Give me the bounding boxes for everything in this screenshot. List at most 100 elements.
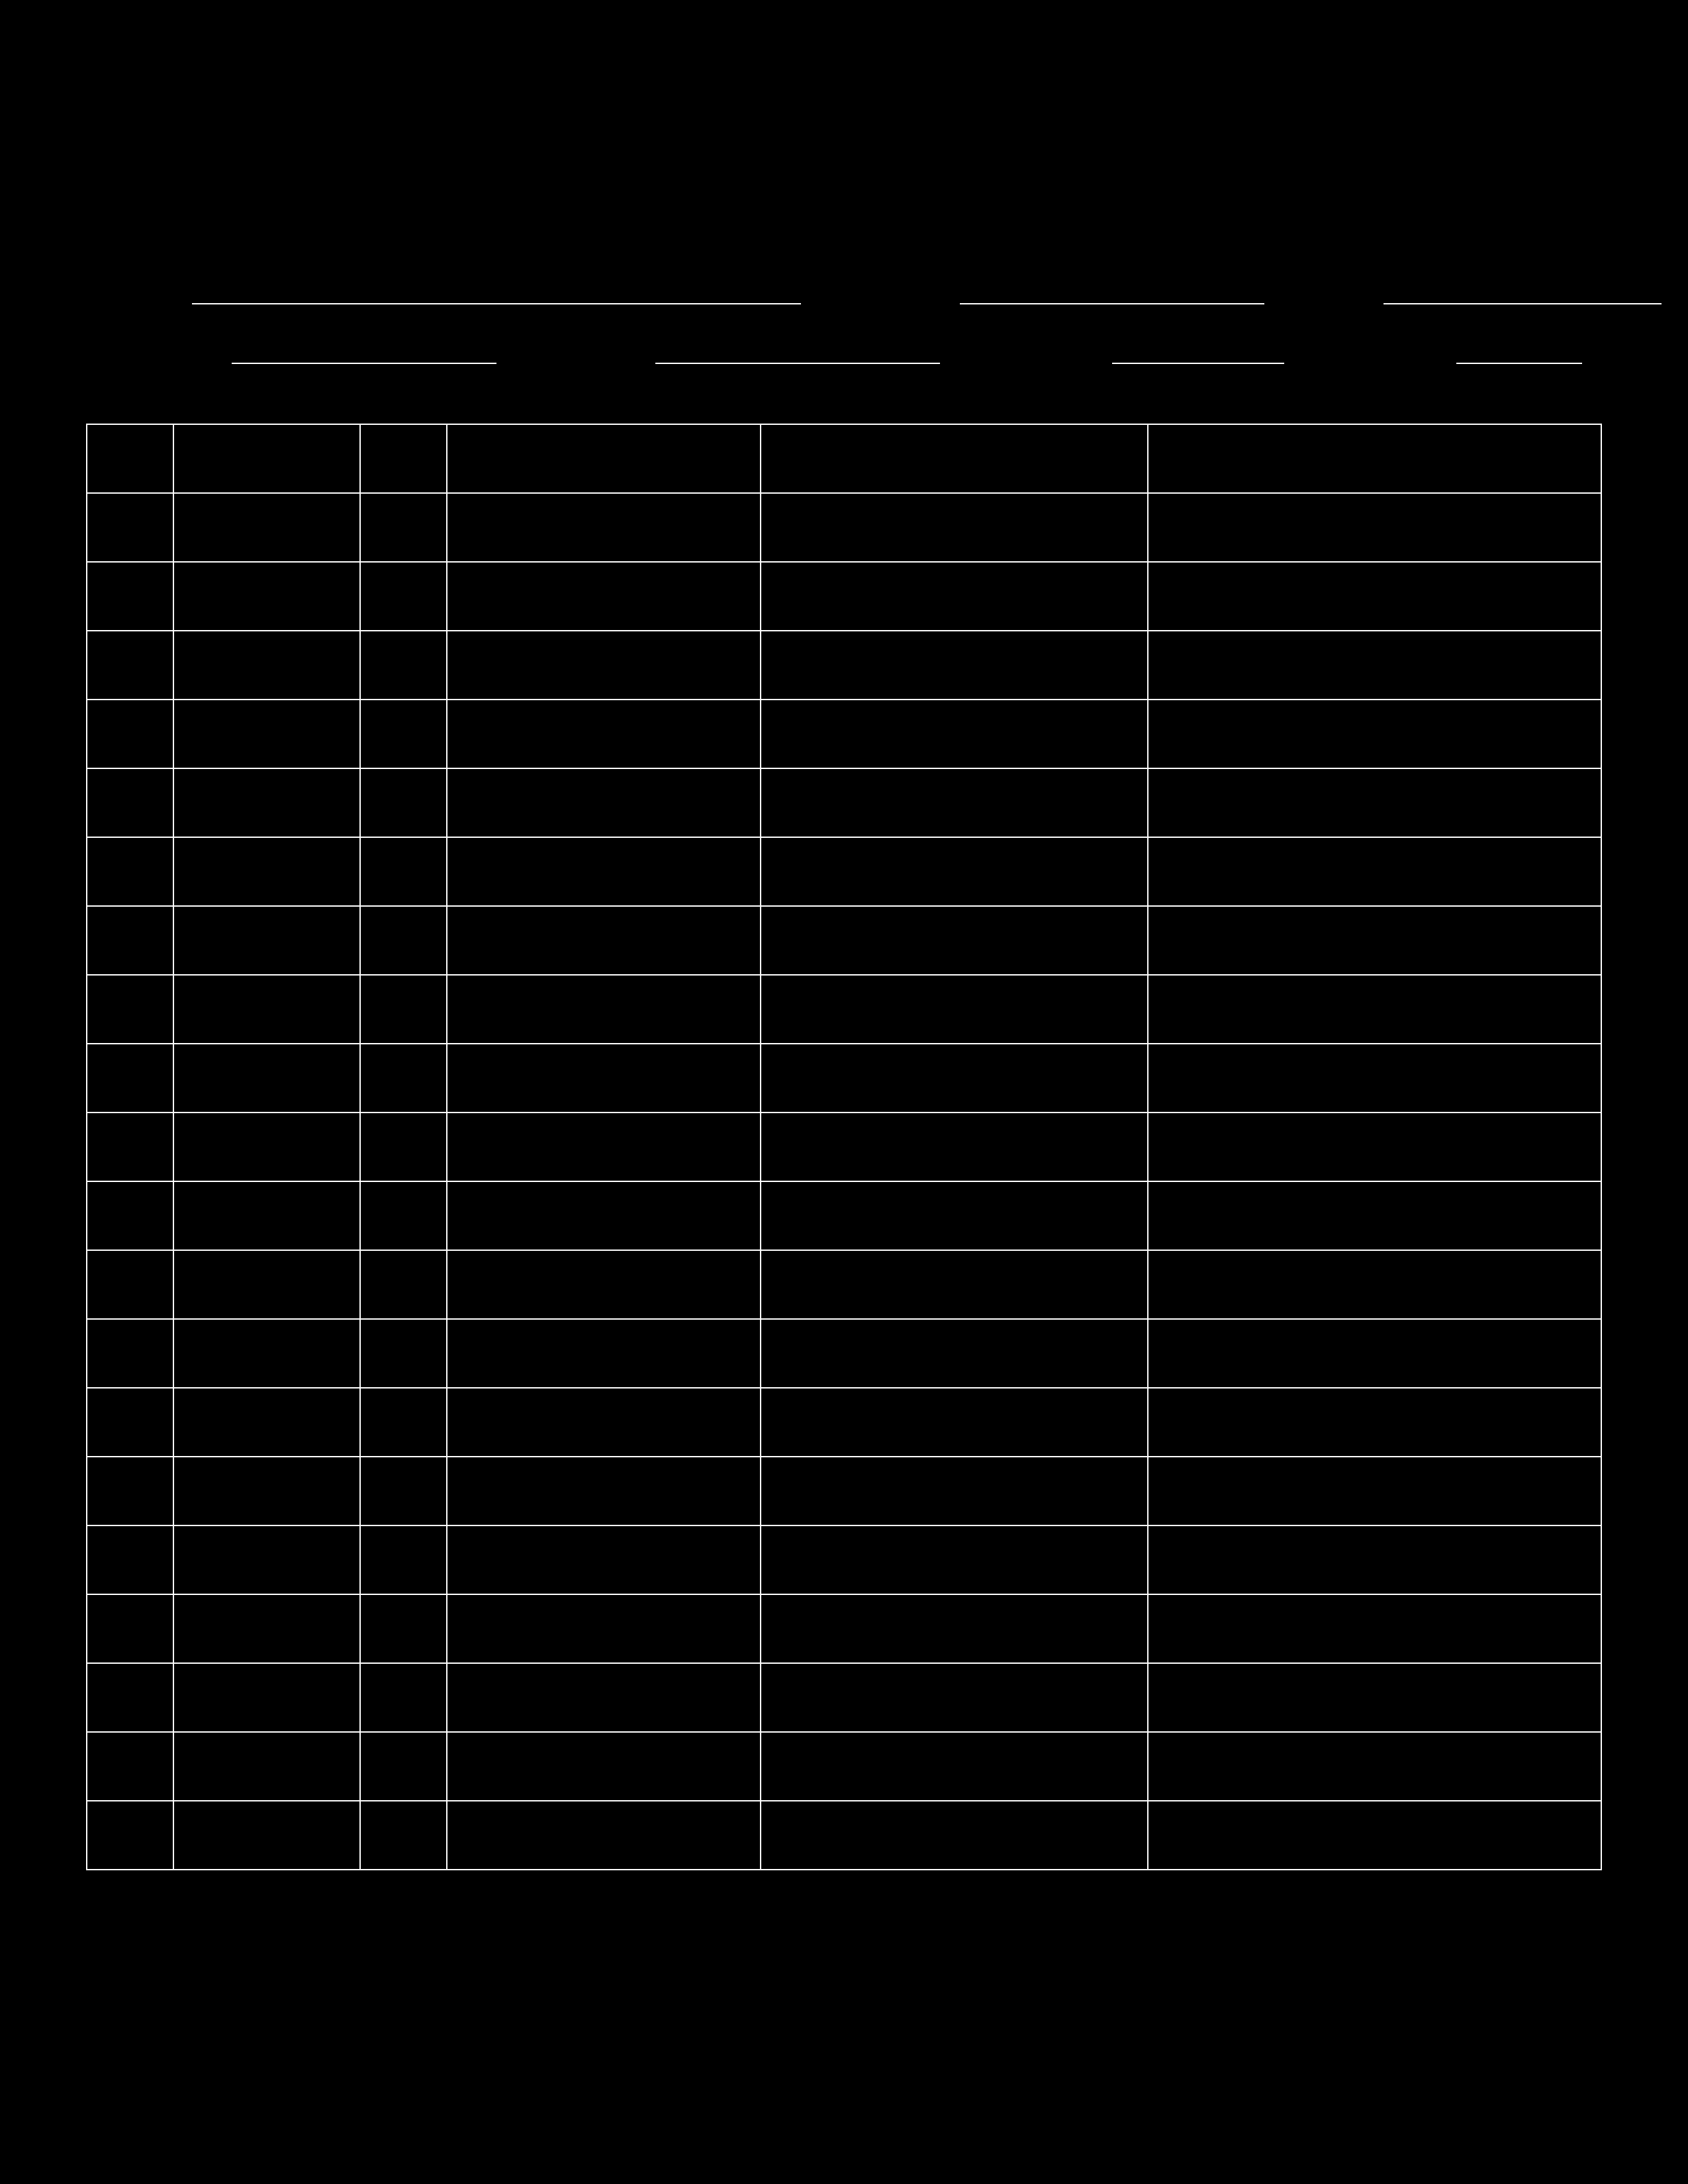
form-line-year[interactable] xyxy=(1383,278,1662,304)
cell-date[interactable] xyxy=(87,906,173,975)
cell-progress[interactable] xyxy=(761,1525,1148,1594)
cell-notes[interactable] xyxy=(1148,1594,1601,1663)
cell-notes[interactable] xyxy=(1148,1113,1601,1181)
cell-project[interactable] xyxy=(173,493,360,562)
cell-progress[interactable] xyxy=(761,1113,1148,1181)
cell-logno[interactable] xyxy=(360,768,447,837)
cell-work[interactable] xyxy=(447,631,761,700)
cell-progress[interactable] xyxy=(761,768,1148,837)
cell-project[interactable] xyxy=(173,1732,360,1801)
cell-work[interactable] xyxy=(447,1388,761,1457)
cell-progress[interactable] xyxy=(761,1044,1148,1113)
cell-work[interactable] xyxy=(447,975,761,1044)
cell-date[interactable] xyxy=(87,1181,173,1250)
cell-notes[interactable] xyxy=(1148,562,1601,631)
cell-progress[interactable] xyxy=(761,424,1148,493)
cell-notes[interactable] xyxy=(1148,837,1601,906)
cell-logno[interactable] xyxy=(360,700,447,768)
cell-work[interactable] xyxy=(447,493,761,562)
cell-progress[interactable] xyxy=(761,562,1148,631)
cell-notes[interactable] xyxy=(1148,768,1601,837)
cell-logno[interactable] xyxy=(360,1044,447,1113)
cell-progress[interactable] xyxy=(761,1594,1148,1663)
cell-logno[interactable] xyxy=(360,1388,447,1457)
cell-progress[interactable] xyxy=(761,493,1148,562)
cell-progress[interactable] xyxy=(761,1732,1148,1801)
cell-notes[interactable] xyxy=(1148,1181,1601,1250)
cell-work[interactable] xyxy=(447,1319,761,1388)
cell-work[interactable] xyxy=(447,424,761,493)
cell-work[interactable] xyxy=(447,837,761,906)
cell-notes[interactable] xyxy=(1148,1388,1601,1457)
cell-project[interactable] xyxy=(173,906,360,975)
cell-work[interactable] xyxy=(447,1663,761,1732)
form-line-section[interactable] xyxy=(655,338,940,364)
cell-progress[interactable] xyxy=(761,1250,1148,1319)
cell-date[interactable] xyxy=(87,1525,173,1594)
cell-notes[interactable] xyxy=(1148,1663,1601,1732)
cell-logno[interactable] xyxy=(360,1113,447,1181)
cell-logno[interactable] xyxy=(360,1525,447,1594)
cell-notes[interactable] xyxy=(1148,1457,1601,1525)
cell-work[interactable] xyxy=(447,1594,761,1663)
cell-notes[interactable] xyxy=(1148,1319,1601,1388)
cell-logno[interactable] xyxy=(360,493,447,562)
cell-progress[interactable] xyxy=(761,906,1148,975)
cell-date[interactable] xyxy=(87,1044,173,1113)
cell-logno[interactable] xyxy=(360,1594,447,1663)
cell-work[interactable] xyxy=(447,1525,761,1594)
cell-project[interactable] xyxy=(173,1319,360,1388)
cell-progress[interactable] xyxy=(761,1663,1148,1732)
cell-notes[interactable] xyxy=(1148,631,1601,700)
cell-date[interactable] xyxy=(87,700,173,768)
cell-logno[interactable] xyxy=(360,975,447,1044)
form-line-reviewer[interactable] xyxy=(232,338,496,364)
cell-progress[interactable] xyxy=(761,700,1148,768)
cell-logno[interactable] xyxy=(360,1181,447,1250)
cell-work[interactable] xyxy=(447,906,761,975)
cell-notes[interactable] xyxy=(1148,1044,1601,1113)
cell-project[interactable] xyxy=(173,1181,360,1250)
cell-date[interactable] xyxy=(87,1663,173,1732)
cell-project[interactable] xyxy=(173,1044,360,1113)
cell-date[interactable] xyxy=(87,1388,173,1457)
cell-date[interactable] xyxy=(87,493,173,562)
cell-project[interactable] xyxy=(173,1801,360,1870)
cell-project[interactable] xyxy=(173,631,360,700)
cell-project[interactable] xyxy=(173,1250,360,1319)
cell-date[interactable] xyxy=(87,424,173,493)
cell-project[interactable] xyxy=(173,1457,360,1525)
cell-date[interactable] xyxy=(87,1594,173,1663)
cell-progress[interactable] xyxy=(761,631,1148,700)
cell-progress[interactable] xyxy=(761,1388,1148,1457)
cell-logno[interactable] xyxy=(360,562,447,631)
cell-progress[interactable] xyxy=(761,975,1148,1044)
cell-work[interactable] xyxy=(447,562,761,631)
cell-logno[interactable] xyxy=(360,1732,447,1801)
cell-date[interactable] xyxy=(87,975,173,1044)
cell-date[interactable] xyxy=(87,1732,173,1801)
cell-work[interactable] xyxy=(447,1250,761,1319)
cell-date[interactable] xyxy=(87,1801,173,1870)
cell-work[interactable] xyxy=(447,1181,761,1250)
cell-project[interactable] xyxy=(173,1594,360,1663)
cell-project[interactable] xyxy=(173,424,360,493)
cell-progress[interactable] xyxy=(761,1801,1148,1870)
form-line-page_no[interactable] xyxy=(1456,338,1582,364)
cell-project[interactable] xyxy=(173,1388,360,1457)
cell-date[interactable] xyxy=(87,562,173,631)
cell-project[interactable] xyxy=(173,1525,360,1594)
cell-work[interactable] xyxy=(447,1044,761,1113)
cell-progress[interactable] xyxy=(761,837,1148,906)
cell-notes[interactable] xyxy=(1148,424,1601,493)
form-line-week_no[interactable] xyxy=(1112,338,1284,364)
cell-progress[interactable] xyxy=(761,1457,1148,1525)
cell-work[interactable] xyxy=(447,1113,761,1181)
cell-date[interactable] xyxy=(87,1113,173,1181)
cell-logno[interactable] xyxy=(360,906,447,975)
cell-project[interactable] xyxy=(173,562,360,631)
cell-date[interactable] xyxy=(87,837,173,906)
cell-notes[interactable] xyxy=(1148,975,1601,1044)
cell-logno[interactable] xyxy=(360,1457,447,1525)
cell-date[interactable] xyxy=(87,631,173,700)
